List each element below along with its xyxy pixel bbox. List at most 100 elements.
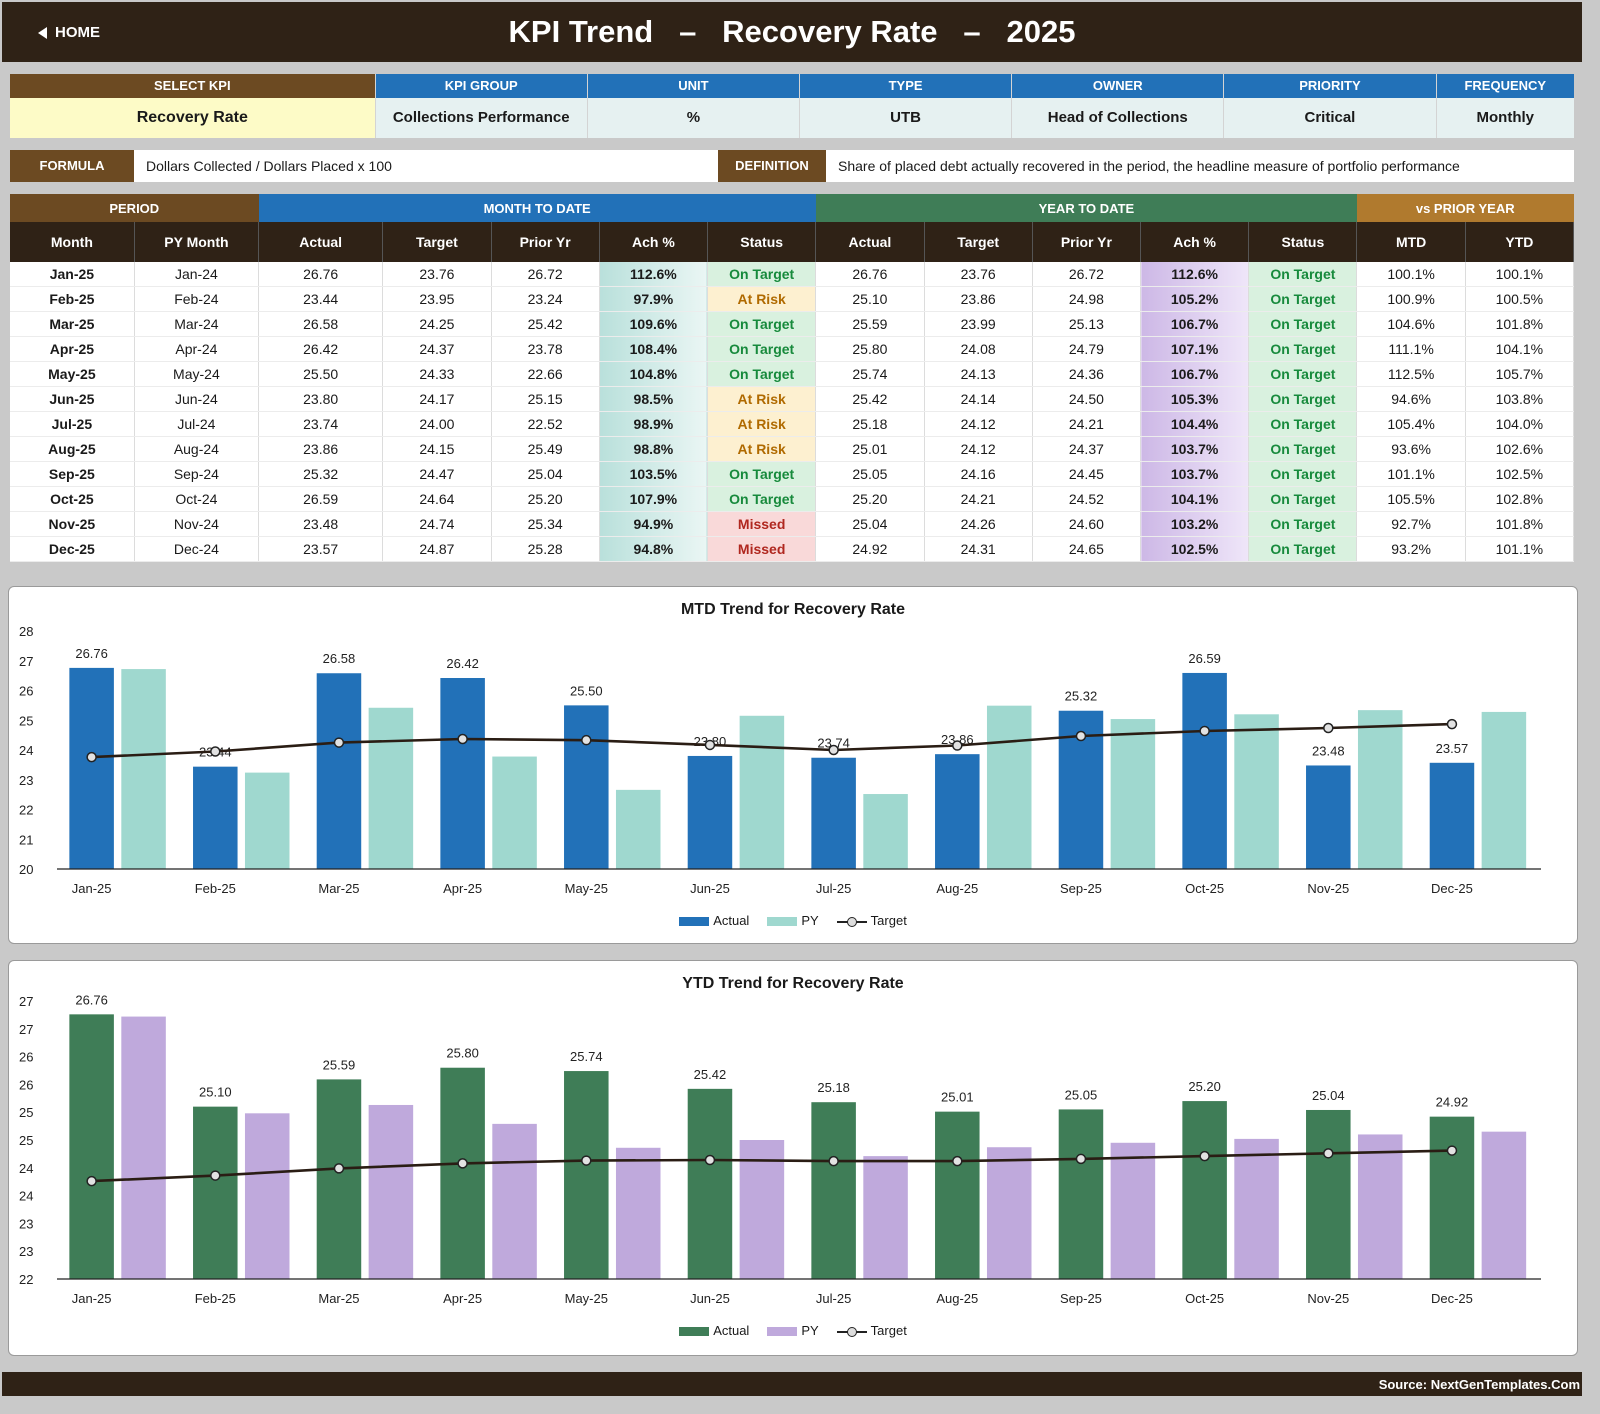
table-cell: 24.33 [382, 361, 492, 387]
table-cell: 24.92 [815, 536, 925, 562]
table-cell: 102.5% [1465, 461, 1575, 487]
target-point [1323, 722, 1334, 734]
y-tick-label: 24 [19, 1189, 33, 1204]
table-cell: Sep-24 [134, 461, 260, 487]
table-cell: 94.8% [599, 536, 709, 562]
home-button[interactable]: HOME [38, 24, 100, 41]
status-badge: On Target [1248, 386, 1358, 412]
bar-py [492, 756, 537, 869]
select-kpi-dropdown[interactable]: Recovery Rate [10, 98, 375, 138]
table-cell: May-24 [134, 361, 260, 387]
bar-actual [69, 667, 114, 869]
column-header: YTD [1465, 222, 1575, 262]
target-point [1323, 1148, 1334, 1159]
bar-actual [69, 1014, 114, 1279]
legend-py-label: PY [801, 913, 819, 928]
status-badge: On Target [707, 311, 817, 337]
table-cell: 24.00 [382, 411, 492, 437]
table-cell: 24.87 [382, 536, 492, 562]
column-header: Prior Yr [1032, 222, 1142, 262]
table-cell: 107.1% [1140, 336, 1250, 362]
x-tick-label: Jun-25 [690, 1291, 730, 1306]
table-cell: 24.26 [924, 511, 1033, 537]
footer-bar: Source: NextGenTemplates.Com [2, 1372, 1582, 1396]
unit-label: UNIT [587, 74, 799, 98]
legend-actual-swatch [679, 917, 710, 927]
bar-py [1110, 719, 1156, 869]
table-cell: 23.76 [382, 262, 492, 287]
y-tick-label: 25 [19, 713, 33, 728]
x-tick-label: May-25 [565, 881, 608, 896]
bar-py [986, 705, 1032, 869]
target-point [333, 737, 345, 748]
y-tick-label: 28 [19, 624, 33, 639]
table-cell: Jul-25 [10, 411, 135, 437]
y-tick-label: 25 [19, 1133, 33, 1148]
table-cell: 112.6% [599, 262, 709, 287]
table-cell: 92.7% [1356, 511, 1466, 537]
bar-py [1481, 711, 1527, 869]
table-cell: 101.1% [1356, 461, 1466, 487]
x-tick-label: Sep-25 [1060, 881, 1102, 896]
data-label: 25.32 [1065, 689, 1098, 704]
bar-actual [1429, 1116, 1475, 1279]
target-point [828, 1155, 839, 1167]
table-cell: 23.99 [924, 311, 1033, 337]
legend-target: Target [836, 1323, 907, 1338]
frequency-cell: FREQUENCY Monthly [1436, 74, 1574, 138]
column-header: Actual [815, 222, 925, 262]
table-cell: Nov-25 [10, 511, 135, 537]
data-label: 23.57 [1436, 741, 1469, 756]
status-badge: At Risk [707, 411, 817, 437]
x-tick-label: Mar-25 [318, 1291, 359, 1306]
bar-actual [1058, 1109, 1104, 1279]
data-label: 25.18 [817, 1080, 850, 1095]
bar-py [244, 772, 290, 869]
x-tick-label: Oct-25 [1185, 1291, 1224, 1306]
table-cell: 104.8% [599, 361, 709, 387]
column-header: Target [382, 222, 492, 262]
table-row: Nov-25 Nov-24 23.48 24.74 25.34 94.9% Missed 25… [10, 511, 1575, 537]
table-cell: 103.8% [1465, 386, 1575, 412]
table-cell: 111.1% [1356, 336, 1466, 362]
table-cell: Jan-24 [134, 262, 260, 287]
target-point [828, 744, 839, 756]
data-label: 26.59 [1188, 651, 1221, 666]
table-cell: 104.4% [1140, 411, 1250, 437]
formula-definition-row: FORMULA Dollars Collected / Dollars Plac… [10, 150, 1574, 182]
table-cell: 100.9% [1356, 286, 1466, 312]
priority-label: PRIORITY [1224, 74, 1436, 98]
table-cell: 26.58 [258, 311, 384, 337]
x-tick-label: Jan-25 [72, 1291, 112, 1306]
table-cell: Nov-24 [134, 511, 260, 537]
status-badge: On Target [1248, 361, 1358, 387]
frequency-label: FREQUENCY [1436, 74, 1574, 98]
table-cell: 25.05 [815, 461, 925, 487]
status-badge: On Target [1248, 486, 1358, 512]
bar-actual [687, 1088, 733, 1279]
table-row: Apr-25 Apr-24 26.42 24.37 23.78 108.4% On Targ… [10, 336, 1575, 362]
target-point [1199, 1150, 1210, 1162]
kpi-group-cell: KPI GROUP Collections Performance [375, 74, 588, 138]
status-badge: On Target [1248, 411, 1358, 437]
table-cell: 25.32 [258, 461, 384, 487]
table-cell: 24.45 [1032, 461, 1142, 487]
table-cell: Jun-24 [134, 386, 260, 412]
target-point [581, 734, 592, 746]
bar-actual [811, 1102, 856, 1279]
target-point [210, 746, 221, 757]
status-badge: On Target [1248, 461, 1358, 487]
table-cell: 103.2% [1140, 511, 1250, 537]
table-cell: 25.10 [815, 286, 925, 312]
table-cell: 93.2% [1356, 536, 1466, 562]
table-cell: 24.36 [1032, 361, 1142, 387]
x-tick-label: Mar-25 [318, 881, 359, 896]
ytd-legend: Actual PY Target [9, 1323, 1577, 1338]
table-cell: 25.20 [815, 486, 925, 512]
bar-py [121, 1016, 166, 1279]
table-row: Feb-25 Feb-24 23.44 23.95 23.24 97.9% At Risk 2… [10, 286, 1575, 312]
table-cell: 23.76 [924, 262, 1033, 287]
legend-actual: Actual [679, 1323, 749, 1338]
data-label: 23.74 [817, 736, 850, 751]
status-badge: On Target [707, 336, 817, 362]
